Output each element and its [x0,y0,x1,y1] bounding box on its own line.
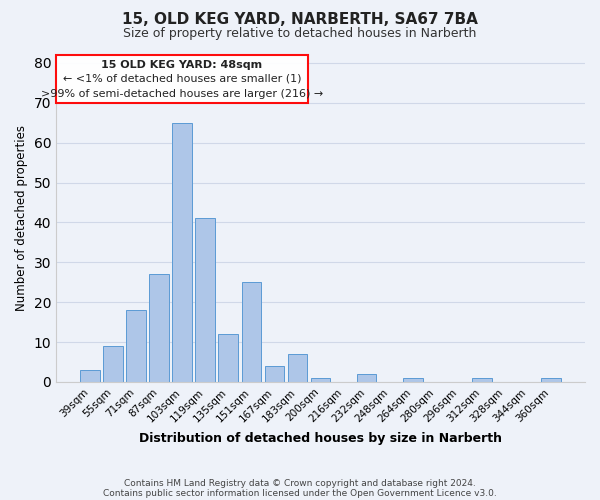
Text: Contains public sector information licensed under the Open Government Licence v3: Contains public sector information licen… [103,488,497,498]
Bar [403,378,422,382]
FancyBboxPatch shape [56,55,308,103]
Text: >99% of semi-detached houses are larger (216) →: >99% of semi-detached houses are larger … [41,89,323,99]
Text: 15 OLD KEG YARD: 48sqm: 15 OLD KEG YARD: 48sqm [101,60,263,70]
Bar [265,366,284,382]
Y-axis label: Number of detached properties: Number of detached properties [15,126,28,312]
Bar [172,123,192,382]
Bar [472,378,492,382]
Bar [196,218,215,382]
Text: Size of property relative to detached houses in Narberth: Size of property relative to detached ho… [124,28,476,40]
Bar [218,334,238,382]
Bar [103,346,123,382]
X-axis label: Distribution of detached houses by size in Narberth: Distribution of detached houses by size … [139,432,502,445]
Bar [541,378,561,382]
Bar [287,354,307,382]
Text: ← <1% of detached houses are smaller (1): ← <1% of detached houses are smaller (1) [63,74,301,84]
Bar [357,374,376,382]
Bar [149,274,169,382]
Bar [80,370,100,382]
Bar [126,310,146,382]
Text: 15, OLD KEG YARD, NARBERTH, SA67 7BA: 15, OLD KEG YARD, NARBERTH, SA67 7BA [122,12,478,28]
Bar [242,282,261,382]
Bar [311,378,331,382]
Text: Contains HM Land Registry data © Crown copyright and database right 2024.: Contains HM Land Registry data © Crown c… [124,478,476,488]
